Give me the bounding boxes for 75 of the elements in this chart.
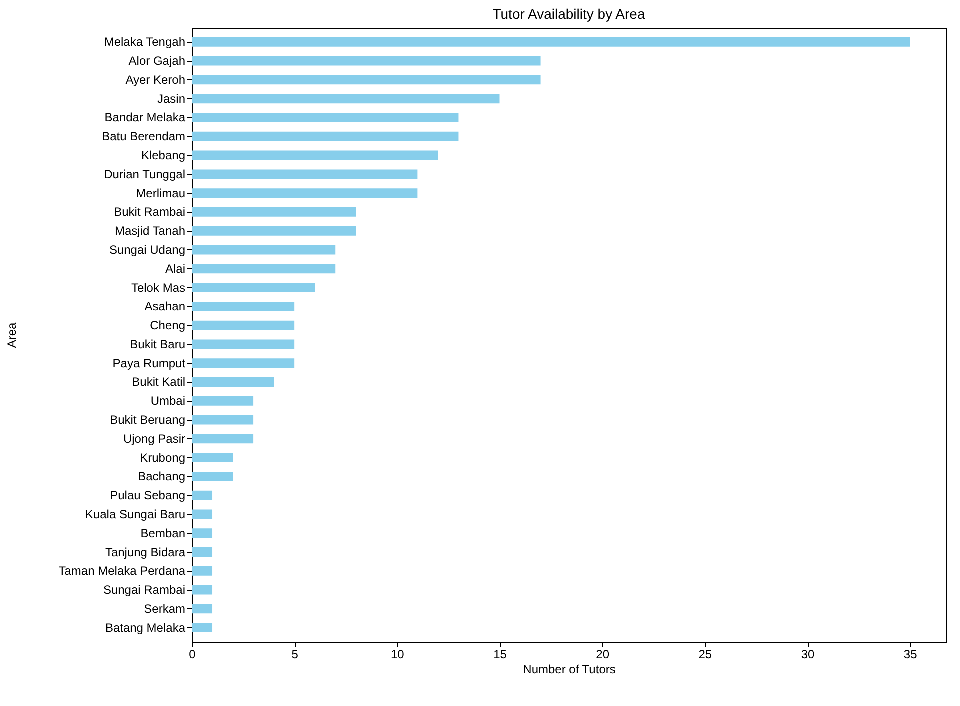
y-axis-title: Area (4, 322, 19, 348)
bar (192, 56, 541, 66)
bar (192, 604, 213, 614)
y-tick-label: Pulau Sebang (110, 488, 186, 503)
bar (192, 566, 213, 576)
y-tick-label: Jasin (157, 92, 186, 106)
y-tick-label: Taman Melaka Perdana (58, 564, 186, 578)
y-tick-label: Durian Tunggal (104, 167, 186, 182)
bar (192, 340, 295, 350)
bar (192, 264, 336, 274)
y-tick-label: Melaka Tengah (104, 35, 186, 50)
bar (192, 37, 910, 47)
y-tick-label: Masjid Tanah (115, 224, 186, 238)
bar (192, 226, 356, 236)
y-tick-label: Bukit Baru (130, 337, 186, 352)
y-tick-label: Batu Berendam (102, 130, 186, 144)
bar (192, 548, 213, 557)
bar (192, 510, 213, 520)
bar (192, 472, 234, 482)
bar (192, 490, 213, 500)
y-tick-label: Telok Mas (131, 280, 186, 295)
bar (192, 94, 500, 104)
x-tick-label: 5 (292, 648, 299, 662)
bar (192, 434, 254, 444)
chart-title: Tutor Availability by Area (492, 6, 646, 22)
x-tick-label: 35 (904, 648, 918, 662)
bar (192, 396, 254, 406)
bar (192, 75, 541, 85)
y-tick-label: Krubong (140, 450, 186, 465)
bar (192, 453, 234, 463)
x-tick-label: 15 (494, 648, 508, 662)
bar (192, 132, 459, 142)
y-tick-label: Bukit Rambai (114, 205, 186, 220)
x-axis-title: Number of Tutors (523, 662, 616, 676)
y-tick-label: Bandar Melaka (104, 110, 186, 125)
y-tick-label: Alai (165, 262, 186, 276)
x-tick-label: 30 (801, 648, 816, 662)
y-tick-label: Merlimau (136, 186, 186, 200)
y-tick-label: Asahan (144, 300, 186, 314)
y-tick-label: Bachang (138, 470, 186, 484)
y-tick-label: Kuala Sungai Baru (85, 507, 186, 522)
y-tick-label: Ayer Keroh (126, 72, 186, 87)
y-tick-label: Ujong Pasir (123, 432, 186, 446)
y-tick-label: Umbai (150, 394, 186, 408)
bar (192, 623, 213, 633)
y-tick-label: Sungai Rambai (103, 583, 186, 598)
y-tick-label: Bemban (140, 526, 186, 540)
y-tick-label: Batang Melaka (105, 620, 186, 635)
x-tick-label: 20 (596, 648, 610, 662)
y-tick-label: Bukit Beruang (110, 413, 186, 428)
bar (192, 528, 213, 538)
x-tick-label: 25 (698, 648, 712, 662)
bar (192, 150, 438, 160)
bar (192, 207, 356, 217)
bar (192, 283, 316, 292)
y-tick-label: Alor Gajah (128, 54, 186, 68)
bar (192, 320, 295, 330)
x-tick-label: 0 (189, 648, 196, 662)
y-tick-label: Paya Rumput (112, 356, 186, 370)
y-tick-label: Tanjung Bidara (105, 545, 186, 560)
bar (192, 378, 274, 387)
bar (192, 585, 213, 595)
y-tick-label: Klebang (141, 148, 186, 163)
bar (192, 170, 418, 180)
bar (192, 302, 295, 312)
y-tick-label: Sungai Udang (109, 242, 186, 257)
bar (192, 188, 418, 198)
x-tick-label: 10 (390, 648, 405, 662)
bar (192, 245, 336, 255)
y-tick-label: Bukit Katil (132, 375, 186, 390)
bar (192, 415, 254, 425)
y-tick-label: Cheng (150, 318, 186, 333)
y-tick-label: Serkam (144, 602, 186, 616)
bar (192, 113, 459, 122)
bar (192, 358, 295, 368)
